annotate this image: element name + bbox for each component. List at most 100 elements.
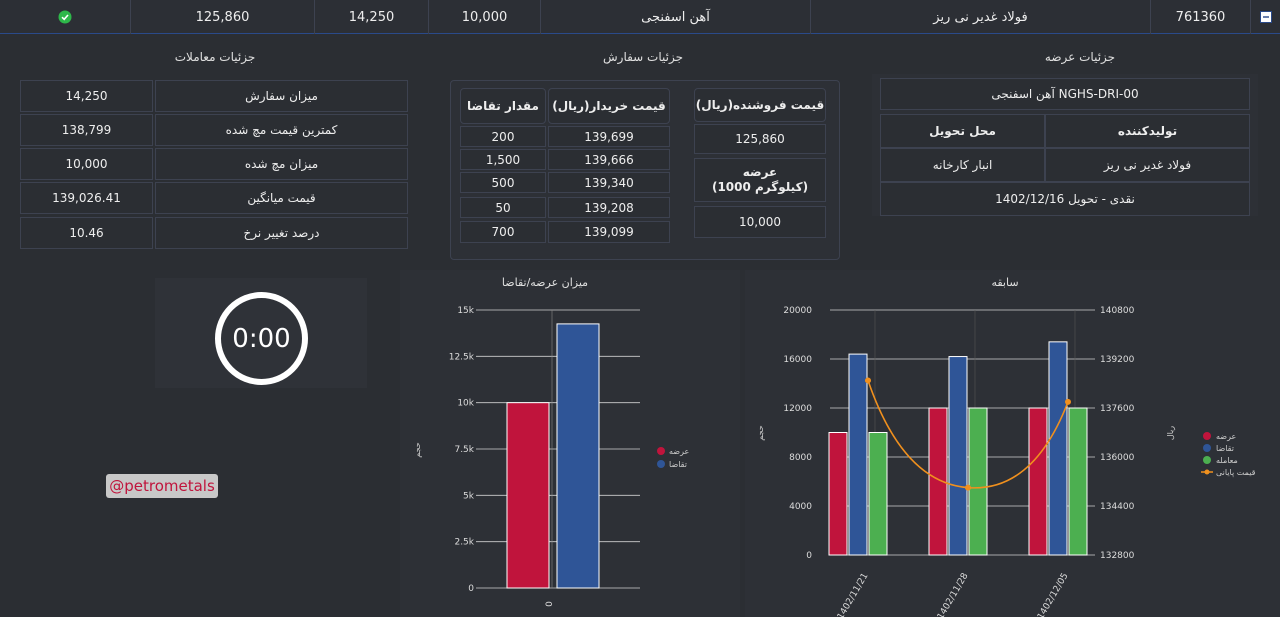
countdown-timer: 0:00 <box>215 292 308 385</box>
bar-demand <box>556 323 600 589</box>
supply-demand-chart: 0 2.5k 5k 7.5k 10k 12.5k 15k 0 حجم عرضه تقاضا <box>413 306 689 607</box>
trade-value: 138,799 <box>20 114 153 146</box>
y-tick-label: 15k <box>457 306 474 316</box>
trade-label: میزان سفارش <box>155 80 408 112</box>
delivery-info: نقدی - تحویل 1402/12/16 <box>880 182 1250 216</box>
offer-details-title: جزئیات عرضه <box>1044 50 1116 64</box>
demand-cell: 500 <box>460 172 546 193</box>
product-cell: آهن اسفنجی <box>540 0 810 34</box>
demand-header: مقدار تقاضا <box>460 88 546 124</box>
offer-amount-value: 10,000 <box>694 206 826 238</box>
legend-label: معامله <box>1216 456 1238 465</box>
y-tick-label: 5k <box>463 491 475 501</box>
watermark-label: @petrometals <box>106 474 218 498</box>
history-chart-title: سابقه <box>991 276 1019 289</box>
y-tick-label: 8000 <box>789 453 812 463</box>
bar-series-2 <box>868 432 888 556</box>
offer-amount-header: عرضه (1000 کیلوگرم) <box>694 158 826 202</box>
y-tick-label: 12000 <box>783 404 812 414</box>
producer-value: فولاد غدیر نی ریز <box>1045 148 1250 182</box>
bar-series-2 <box>1068 407 1088 556</box>
y-tick-label: 10k <box>457 399 474 409</box>
trade-details-title: جزئیات معاملات <box>174 50 256 64</box>
trade-label: درصد تغییر نرخ <box>155 217 408 249</box>
price-point <box>965 484 971 491</box>
producer-cell: فولاد غدیر نی ریز <box>810 0 1150 34</box>
legend-label: قیمت پایانی <box>1216 468 1256 477</box>
bar-series-0 <box>1028 407 1048 556</box>
legend-label: تقاضا <box>1216 444 1234 453</box>
y2-tick-label: 140800 <box>1100 306 1135 316</box>
producer-header: تولیدکننده <box>1045 114 1250 148</box>
y-tick-label: 16000 <box>783 355 812 365</box>
y2-tick-label: 139200 <box>1100 355 1135 365</box>
demand-cell: 200 <box>460 126 546 147</box>
y2-tick-label: 134400 <box>1100 502 1135 512</box>
y-tick-label: 0 <box>806 551 812 561</box>
bar-series-1 <box>1048 341 1068 556</box>
id-cell: 761360 <box>1150 0 1250 34</box>
trade-value: 14,250 <box>20 80 153 112</box>
collapse-button[interactable] <box>1250 0 1280 34</box>
price-point <box>865 377 871 384</box>
qty2-cell: 14,250 <box>314 0 428 34</box>
legend-label: عرضه <box>1216 432 1236 441</box>
legend-label: عرضه <box>669 447 689 456</box>
y-tick-label: 2.5k <box>454 538 474 548</box>
trade-label: میزان مچ شده <box>155 148 408 180</box>
legend-marker <box>657 447 665 455</box>
legend-label: تقاضا <box>669 460 687 469</box>
trade-label: کمترین قیمت مچ شده <box>155 114 408 146</box>
order-details-title: جزئیات سفارش <box>603 50 683 64</box>
y-tick-label: 7.5k <box>454 445 474 455</box>
product-code: آهن اسفنجی NGHS-DRI-00 <box>880 78 1250 110</box>
legend-marker <box>657 460 665 468</box>
location-value: انبار کارخانه <box>880 148 1045 182</box>
bar-series-0 <box>928 407 948 556</box>
order-header-row[interactable]: 125,860 14,250 10,000 آهن اسفنجی فولاد غ… <box>0 0 1280 34</box>
buy-price-cell: 139,699 <box>548 126 670 147</box>
history-chart: 0 132800 4000 134400 8000 136000 12000 137600 16… <box>756 306 1256 617</box>
seller-price-value: 125,860 <box>694 124 826 154</box>
seller-price-header: قیمت فروشنده(ریال) <box>694 88 826 122</box>
y-axis-label: حجم <box>413 442 422 457</box>
x-tick-label: 1402/11/21 <box>836 572 871 617</box>
bar-series-2 <box>968 407 988 556</box>
legend-marker <box>1204 469 1210 475</box>
supply-demand-chart-title: میزان عرضه/تقاضا <box>501 276 589 289</box>
y2-tick-label: 137600 <box>1100 404 1135 414</box>
qty1-cell: 10,000 <box>428 0 540 34</box>
y-tick-label: 0 <box>468 584 474 594</box>
minus-square-icon <box>1259 11 1272 23</box>
trade-value: 10.46 <box>20 217 153 249</box>
y2-tick-label: 136000 <box>1100 453 1135 463</box>
y-tick-label: 20000 <box>783 306 812 316</box>
check-circle-icon <box>58 10 72 24</box>
demand-cell: 700 <box>460 221 546 243</box>
price-cell: 125,860 <box>130 0 314 34</box>
buy-price-cell: 139,099 <box>548 221 670 243</box>
y-axis-label: حجم <box>756 425 765 440</box>
buy-price-cell: 139,208 <box>548 197 670 218</box>
trade-value: 10,000 <box>20 148 153 180</box>
demand-cell: 1,500 <box>460 149 546 170</box>
x-tick-label: 1402/11/28 <box>936 571 971 617</box>
bar-series-1 <box>848 353 868 556</box>
buy-price-cell: 139,666 <box>548 149 670 170</box>
y-tick-label: 12.5k <box>449 352 475 362</box>
price-point <box>1065 398 1071 405</box>
trade-label: قیمت میانگین <box>155 182 408 214</box>
location-header: محل تحویل <box>880 114 1045 148</box>
y2-tick-label: 132800 <box>1100 551 1135 561</box>
bar-series-1 <box>948 356 968 556</box>
bar-offer <box>506 402 550 589</box>
x-tick-label: 1402/12/05 <box>1036 572 1071 617</box>
bar-series-0 <box>828 432 848 556</box>
legend-marker <box>1203 444 1211 452</box>
status-cell <box>0 0 130 34</box>
y-tick-label: 4000 <box>789 502 812 512</box>
legend-marker <box>1203 432 1211 440</box>
y2-axis-label: ریال <box>1166 426 1175 440</box>
legend-marker <box>1203 456 1211 464</box>
demand-cell: 50 <box>460 197 546 218</box>
